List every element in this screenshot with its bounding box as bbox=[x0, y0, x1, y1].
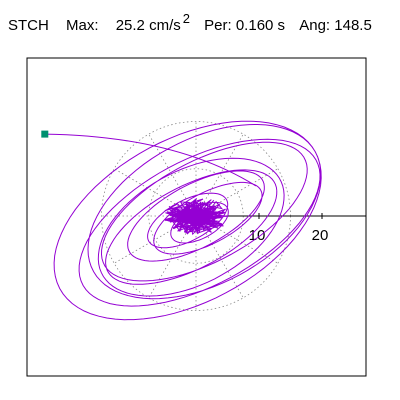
plot-frame bbox=[26, 57, 367, 377]
max-unit: cm/s bbox=[149, 17, 181, 34]
trace-path bbox=[44, 120, 322, 321]
start-marker bbox=[41, 130, 49, 138]
radial-tick-labels: 10 20 bbox=[249, 213, 329, 244]
period-label: Per: bbox=[204, 17, 232, 34]
max-unit-exponent: 2 bbox=[182, 11, 190, 26]
station-code: STCH bbox=[8, 17, 49, 34]
motion-trace bbox=[44, 120, 322, 321]
chart-header: STCH Max: 25.2 cm/s 2 Per: 0.160 s Ang: 1… bbox=[8, 11, 372, 35]
max-label: Max: bbox=[66, 17, 99, 34]
angle-value: 148.5 bbox=[334, 17, 372, 34]
max-value: 25.2 bbox=[115, 17, 145, 34]
angle-label: Ang: bbox=[299, 17, 331, 34]
tick-label-20: 20 bbox=[312, 227, 329, 244]
tick-label-10: 10 bbox=[249, 227, 266, 244]
period-value: 0.160 s bbox=[235, 17, 286, 34]
